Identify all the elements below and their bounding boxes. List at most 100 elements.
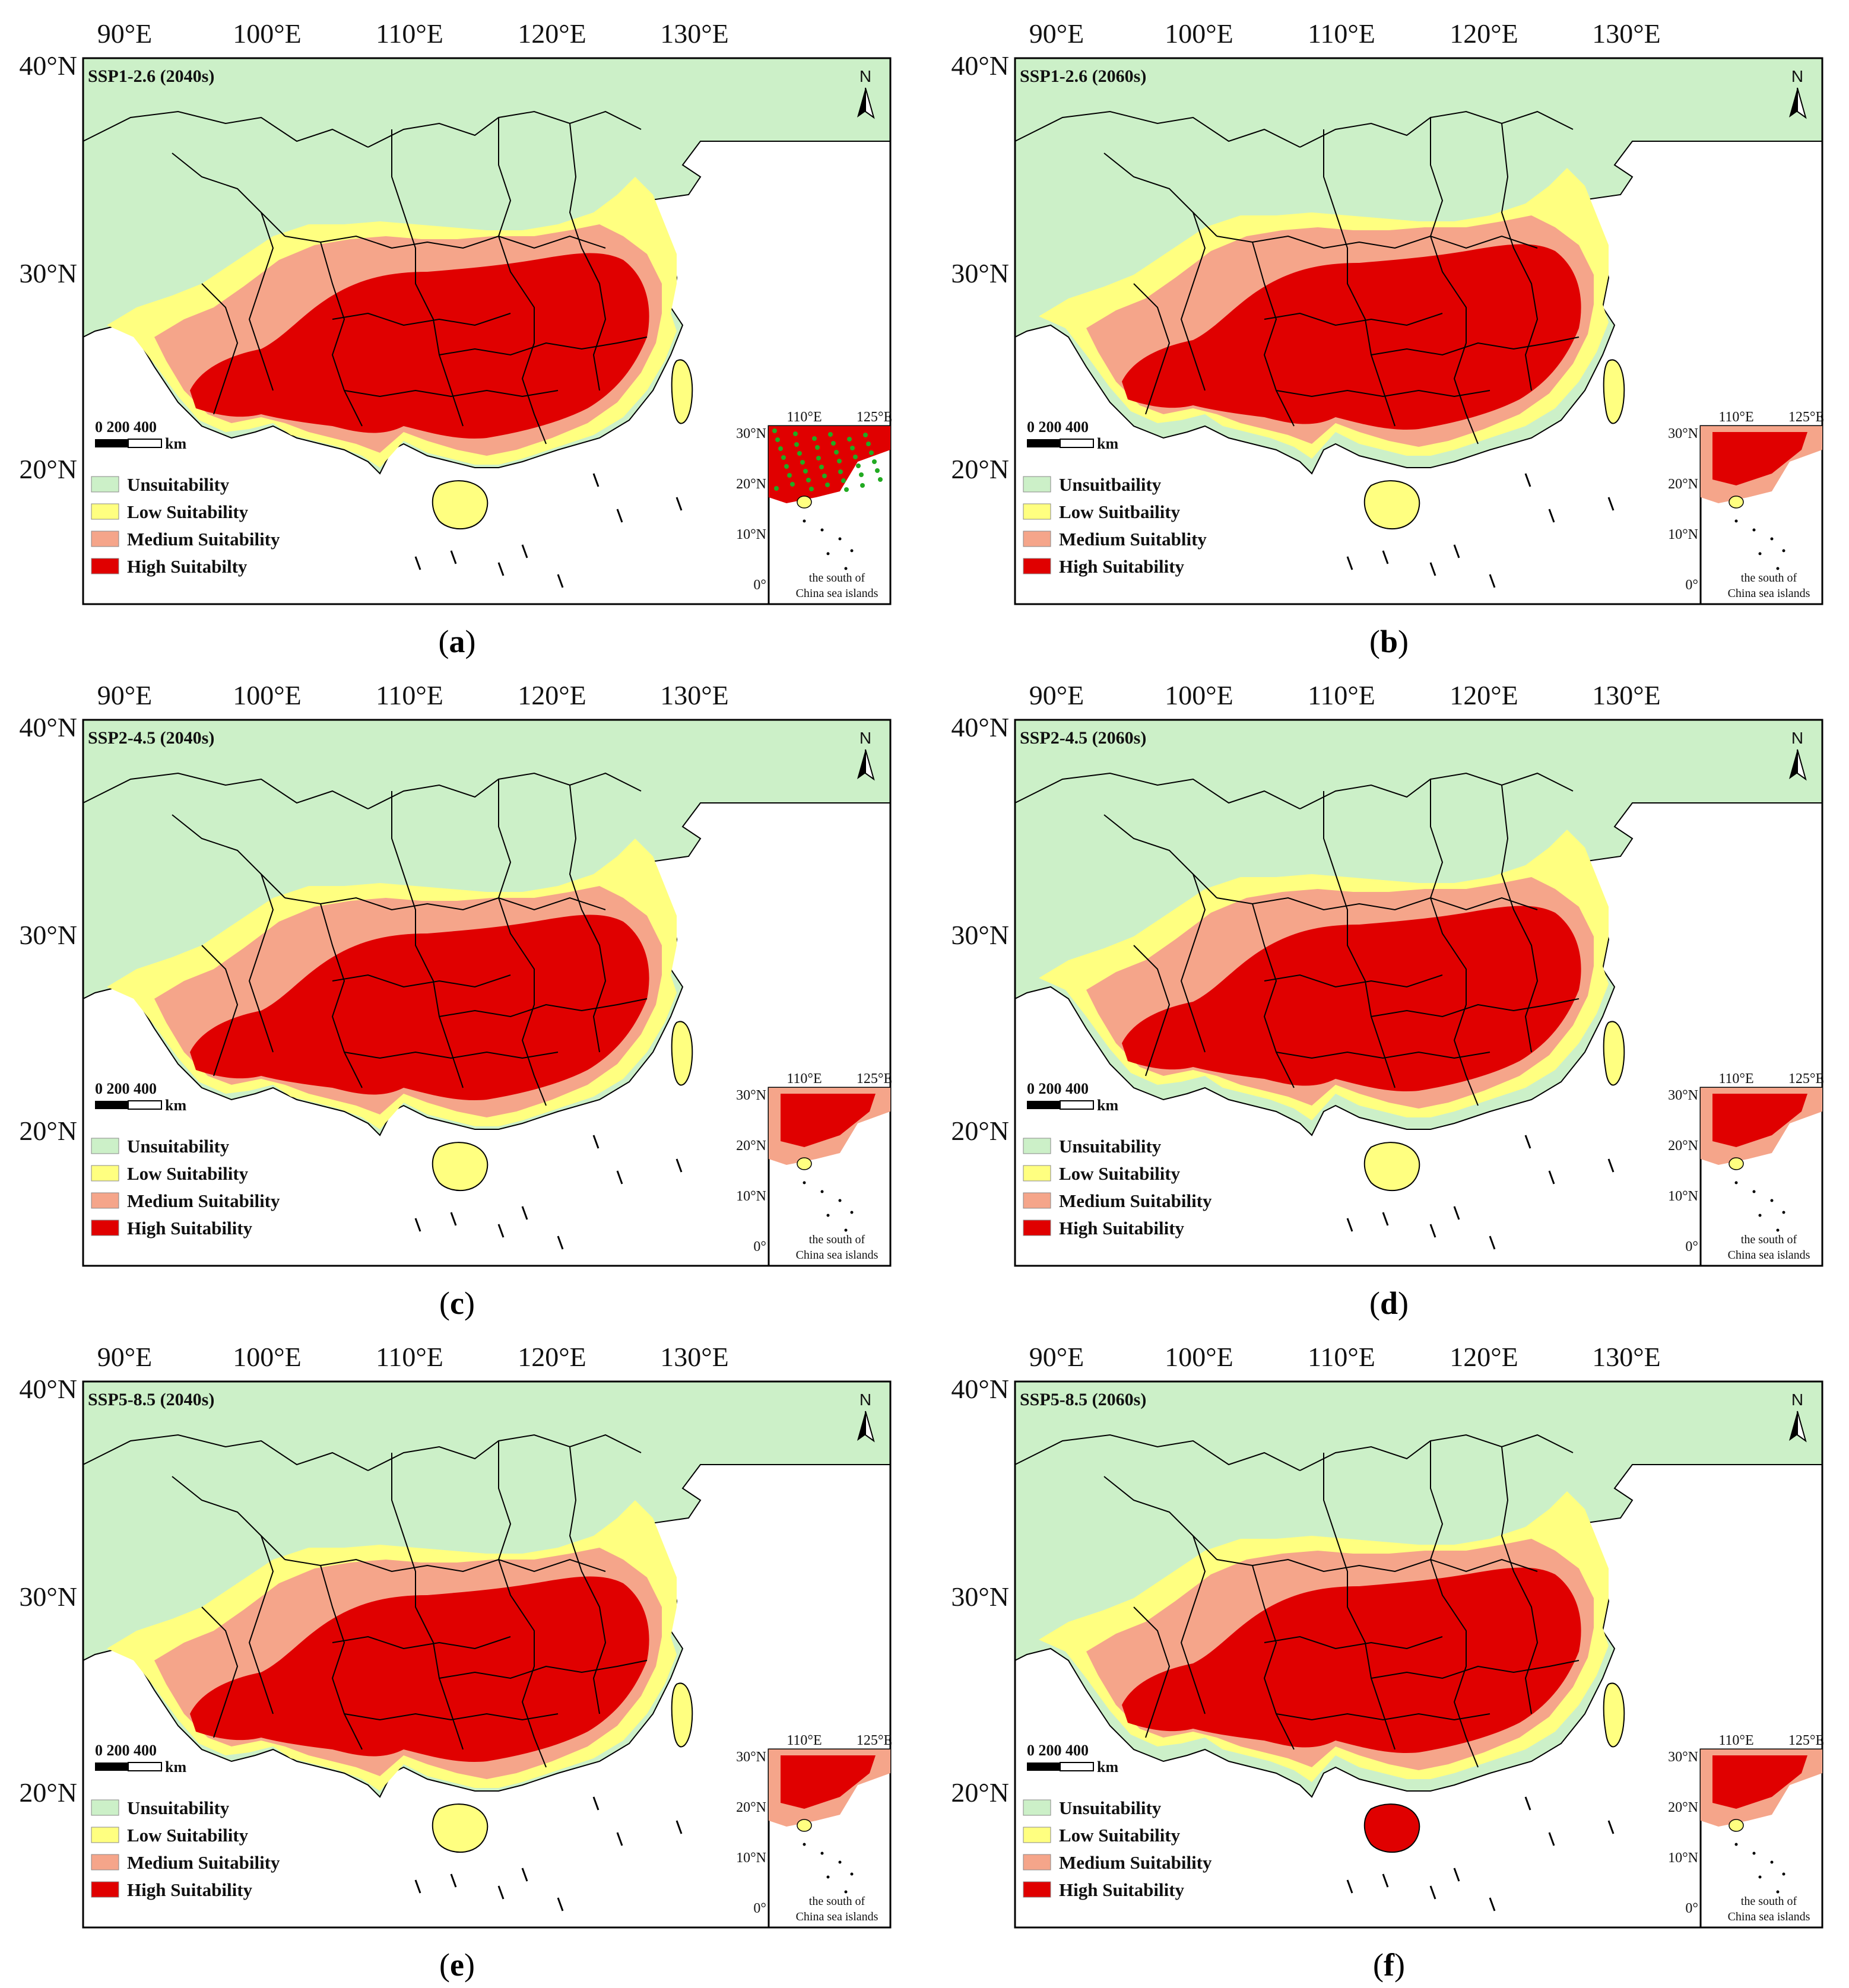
map-svg: 90°E 100°E 110°E 120°E 130°E40°N30°N20°NSSP5… (19, 1342, 892, 1929)
panel-title: SSP1-2.6 (2060s) (1020, 66, 1146, 86)
inset-longitude-label: 110°E (786, 1733, 822, 1748)
longitude-label: 110°E (376, 18, 443, 49)
map-frame: SSP1-2.6 (2040s) N 0 200 400 km Unsuitabilit… (82, 57, 892, 605)
inset-latitude-label: 20°N (736, 1800, 766, 1815)
latitude-label: 30°N (19, 1581, 77, 1612)
svg-text:0 200 400: 0 200 400 (1027, 418, 1089, 436)
longitude-label: 120°E (518, 18, 586, 49)
high-suitability-region (190, 914, 649, 1100)
svg-text:km: km (165, 435, 186, 452)
legend-swatch (1023, 1138, 1051, 1154)
inset-caption: the south of (1741, 571, 1797, 585)
inset-latitude-label: 10°N (1668, 1850, 1698, 1866)
longitude-label: 90°E (97, 680, 153, 710)
svg-text:N: N (860, 67, 871, 85)
longitude-label: 130°E (660, 680, 729, 710)
legend-label: High Suitability (1059, 1218, 1185, 1238)
svg-text:0 200 400: 0 200 400 (1027, 1080, 1089, 1097)
svg-text:N: N (1791, 1390, 1803, 1409)
longitude-label: 120°E (518, 680, 586, 710)
svg-text:0 200 400: 0 200 400 (95, 1080, 157, 1097)
taiwan-island (1603, 359, 1625, 424)
legend-swatch (91, 1138, 119, 1154)
map-frame: SSP1-2.6 (2060s) N 0 200 400 km Unsuitbailit… (1014, 57, 1824, 605)
hainan-island (432, 480, 489, 529)
inset-latitude-label: 0° (1685, 1901, 1698, 1916)
svg-text:N: N (1791, 729, 1803, 747)
map-panel-a: 90°E 100°E 110°E 120°E 130°E 40°N 30°N 20°N SSP1… (6, 6, 908, 659)
inset-latitude-label: 10°N (736, 1850, 766, 1866)
longitude-label: 130°E (1592, 18, 1661, 49)
inset-longitude-label: 125°E (1788, 1071, 1824, 1087)
longitude-label: 130°E (660, 1342, 729, 1372)
legend-label: High Suitability (1059, 556, 1185, 577)
legend-label: Medium Suitability (1059, 1190, 1212, 1211)
scale-bar: 0 200 400 km (1027, 1742, 1118, 1776)
legend-swatch (91, 1220, 119, 1236)
longitude-label: 90°E (97, 18, 153, 49)
longitude-label: 100°E (1165, 1342, 1233, 1372)
map-svg: 90°E 100°E 110°E 120°E 130°E40°N30°N20°NSSP2… (19, 680, 892, 1267)
legend-swatch (1023, 1220, 1051, 1236)
latitude-label: 20°N (951, 1116, 1009, 1146)
map-svg: 90°E 100°E 110°E 120°E 130°E40°N30°N20°NSSP1… (19, 18, 892, 605)
legend-label: Unsuitability (1059, 1136, 1162, 1157)
svg-text:0 200 400: 0 200 400 (1027, 1742, 1089, 1759)
inset-map: 110°E 125°E 30°N 20°N 10°N 0° the south of Chin… (736, 1733, 892, 1929)
legend-swatch (91, 476, 119, 493)
legend-label: High Suitability (127, 1879, 253, 1900)
inset-latitude-label: 10°N (736, 1189, 766, 1204)
taiwan-island (671, 1682, 693, 1748)
longitude-label: 130°E (660, 18, 729, 49)
inset-latitude-label: 20°N (1668, 477, 1698, 492)
legend: Unsuitability Low Suitability Medium Suita… (1023, 1136, 1212, 1238)
inset-latitude-label: 20°N (1668, 1800, 1698, 1815)
scale-bar: 0 200 400 km (95, 418, 186, 452)
legend-swatch (91, 1165, 119, 1182)
inset-caption: the south of (1741, 1895, 1797, 1908)
svg-text:N: N (1791, 67, 1803, 85)
map-panel-f: 90°E 100°E 110°E 120°E 130°E 40°N 30°N 20°N SSP5… (938, 1329, 1840, 1983)
legend-label: Low Suitability (127, 1825, 249, 1846)
longitude-label: 120°E (1450, 1342, 1518, 1372)
panel-caption: (d) (1369, 1285, 1409, 1321)
legend-swatch (1023, 531, 1051, 547)
panel-caption: (b) (1369, 624, 1409, 659)
inset-map: 110°E 125°E 30°N 20°N 10°N 0° the south of Chin… (736, 409, 892, 605)
taiwan-island (1603, 1682, 1625, 1748)
longitude-label: 110°E (376, 680, 443, 710)
inset-map: 110°E 125°E 30°N 20°N 10°N 0° the south of Chin… (1668, 1071, 1824, 1267)
longitude-label: 120°E (1450, 680, 1518, 710)
latitude-label: 20°N (19, 454, 77, 484)
longitude-label: 120°E (1450, 18, 1518, 49)
legend-swatch (91, 1799, 119, 1816)
legend-swatch (91, 558, 119, 574)
scale-bar: 0 200 400 km (95, 1080, 186, 1114)
high-suitability-region (190, 253, 649, 439)
high-suitability-region (1122, 1567, 1581, 1753)
longitude-label: 90°E (1029, 680, 1084, 710)
latitude-label: 40°N (951, 712, 1009, 742)
hainan-island (1363, 480, 1420, 529)
inset-latitude-label: 0° (1685, 577, 1698, 593)
panel-title: SSP2-4.5 (2060s) (1020, 728, 1146, 748)
hainan-island (432, 1142, 489, 1191)
inset-caption: China sea islands (1728, 1249, 1810, 1262)
north-arrow-icon: N (1789, 729, 1807, 781)
svg-text:km: km (1097, 435, 1118, 452)
map-panel-e: 90°E 100°E 110°E 120°E 130°E 40°N 30°N 20°N SSP5… (6, 1329, 908, 1983)
latitude-label: 30°N (951, 1581, 1009, 1612)
inset-map: 110°E 125°E 30°N 20°N 10°N 0° the south of Chin… (1668, 409, 1824, 605)
legend-label: Unsuitability (127, 1136, 230, 1157)
inset-latitude-label: 0° (753, 577, 766, 593)
legend-label: Medium Suitability (127, 1852, 280, 1873)
inset-latitude-label: 20°N (1668, 1138, 1698, 1154)
inset-latitude-label: 10°N (1668, 1189, 1698, 1204)
north-arrow-icon: N (857, 729, 875, 781)
panel-title: SSP5-8.5 (2040s) (88, 1390, 214, 1409)
longitude-label: 130°E (1592, 680, 1661, 710)
hainan-island (1363, 1142, 1420, 1191)
inset-map: 110°E 125°E 30°N 20°N 10°N 0° the south of Chin… (1668, 1733, 1824, 1929)
longitude-label: 90°E (1029, 1342, 1084, 1372)
scale-bar: 0 200 400 km (1027, 418, 1118, 452)
